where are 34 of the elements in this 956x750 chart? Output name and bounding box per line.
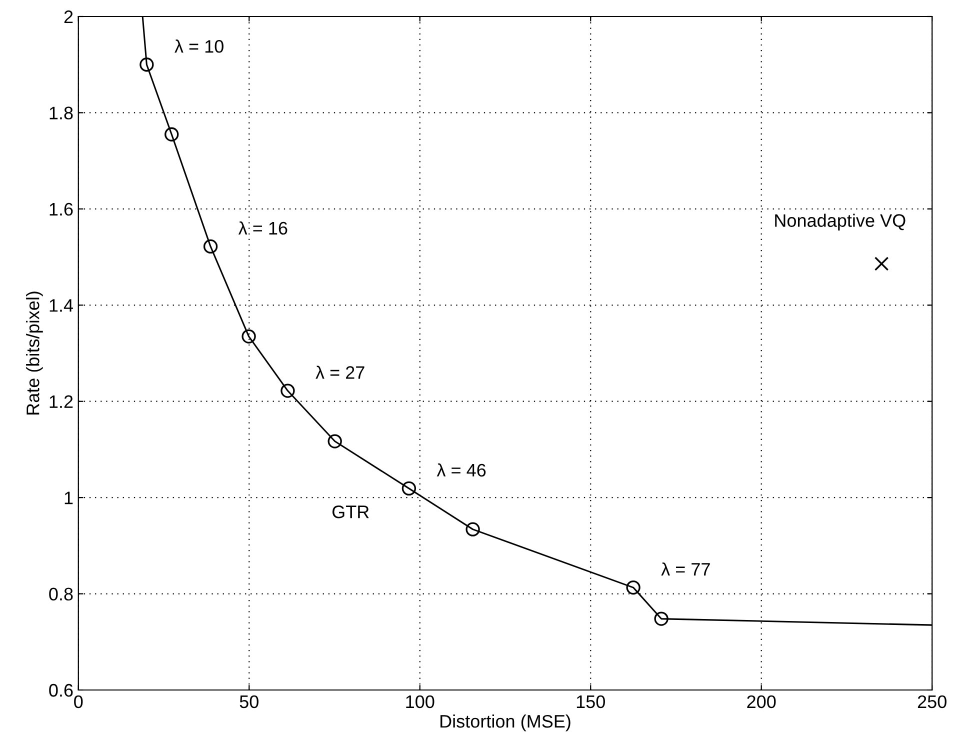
y-tick-label: 1.6 bbox=[50, 202, 73, 216]
annotation: λ = 46 bbox=[436, 463, 486, 477]
x-tick-label: 200 bbox=[747, 695, 776, 708]
point bbox=[466, 522, 480, 536]
point bbox=[164, 127, 179, 142]
y-tick-label: 1.8 bbox=[50, 106, 73, 120]
point bbox=[402, 481, 416, 496]
x-tick-label: 50 bbox=[240, 695, 258, 708]
annotation: λ = 16 bbox=[238, 221, 288, 235]
y-tick-label: 1.4 bbox=[50, 299, 74, 312]
y-tick-label: 1.2 bbox=[50, 395, 73, 408]
annotation: λ = 27 bbox=[316, 366, 364, 379]
point bbox=[654, 612, 668, 626]
point bbox=[140, 58, 154, 72]
y-tick-label: 2 bbox=[64, 10, 73, 24]
x-tick-label: 250 bbox=[918, 695, 946, 708]
point bbox=[242, 329, 256, 344]
x-axis-title: Distortion (MSE) bbox=[440, 714, 570, 732]
x-tick-label: 150 bbox=[576, 695, 605, 708]
series-label: Nonadaptive VQ bbox=[775, 214, 906, 231]
point bbox=[626, 580, 640, 595]
point bbox=[203, 239, 218, 254]
y-tick-label: 0.8 bbox=[49, 588, 73, 601]
y-tick-label: 1 bbox=[64, 492, 73, 504]
annotation: λ = 77 bbox=[661, 562, 710, 576]
point bbox=[328, 434, 342, 448]
x-tick-label: 0 bbox=[74, 695, 83, 708]
point bbox=[874, 256, 889, 271]
series-label: GTR bbox=[332, 505, 369, 518]
y-axis-title: Rate (bits/pixel) bbox=[26, 292, 43, 414]
x-tick-label: 100 bbox=[406, 695, 434, 708]
y-tick-label: 0.6 bbox=[49, 684, 73, 697]
point bbox=[280, 384, 295, 398]
annotation: λ = 10 bbox=[174, 40, 224, 53]
